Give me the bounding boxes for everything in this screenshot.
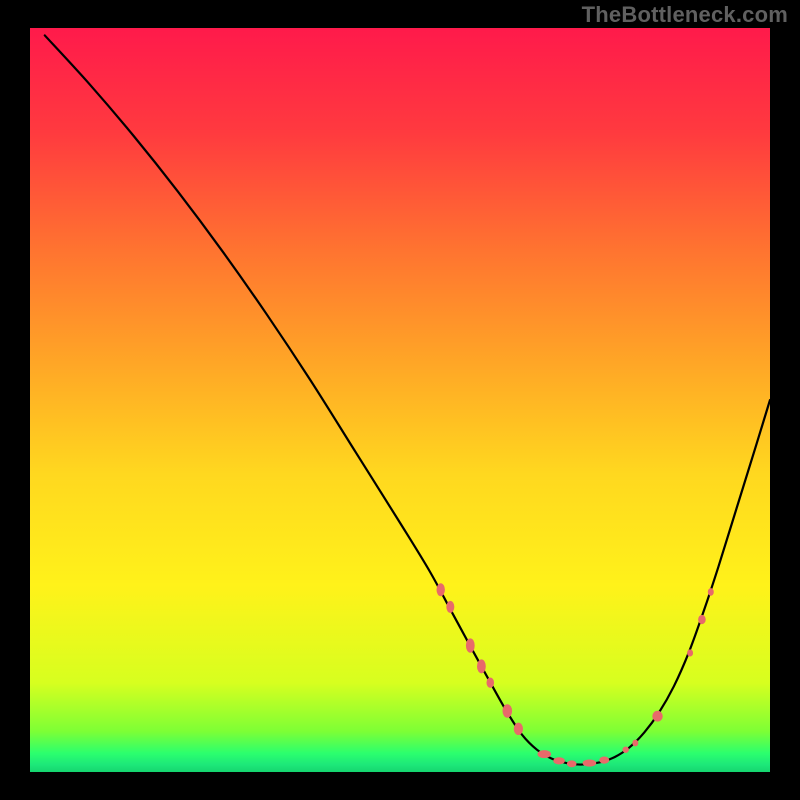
curve-marker: [632, 740, 638, 747]
curve-marker: [687, 649, 693, 656]
chart-container: TheBottleneck.com: [0, 0, 800, 800]
curve-marker: [446, 601, 454, 613]
plot-background: [30, 28, 770, 772]
curve-marker: [538, 750, 552, 758]
curve-marker: [583, 759, 597, 766]
curve-marker: [466, 638, 475, 652]
curve-marker: [437, 583, 445, 596]
curve-marker: [652, 711, 662, 722]
curve-marker: [708, 588, 714, 596]
watermark: TheBottleneck.com: [582, 2, 788, 28]
curve-marker: [503, 704, 513, 718]
curve-marker: [553, 757, 565, 764]
curve-marker: [514, 723, 523, 735]
curve-marker: [623, 746, 629, 752]
chart-svg: [0, 0, 800, 800]
curve-marker: [477, 659, 486, 673]
curve-marker: [698, 615, 706, 624]
curve-marker: [567, 760, 577, 767]
curve-marker: [486, 678, 494, 688]
curve-marker: [599, 757, 609, 764]
